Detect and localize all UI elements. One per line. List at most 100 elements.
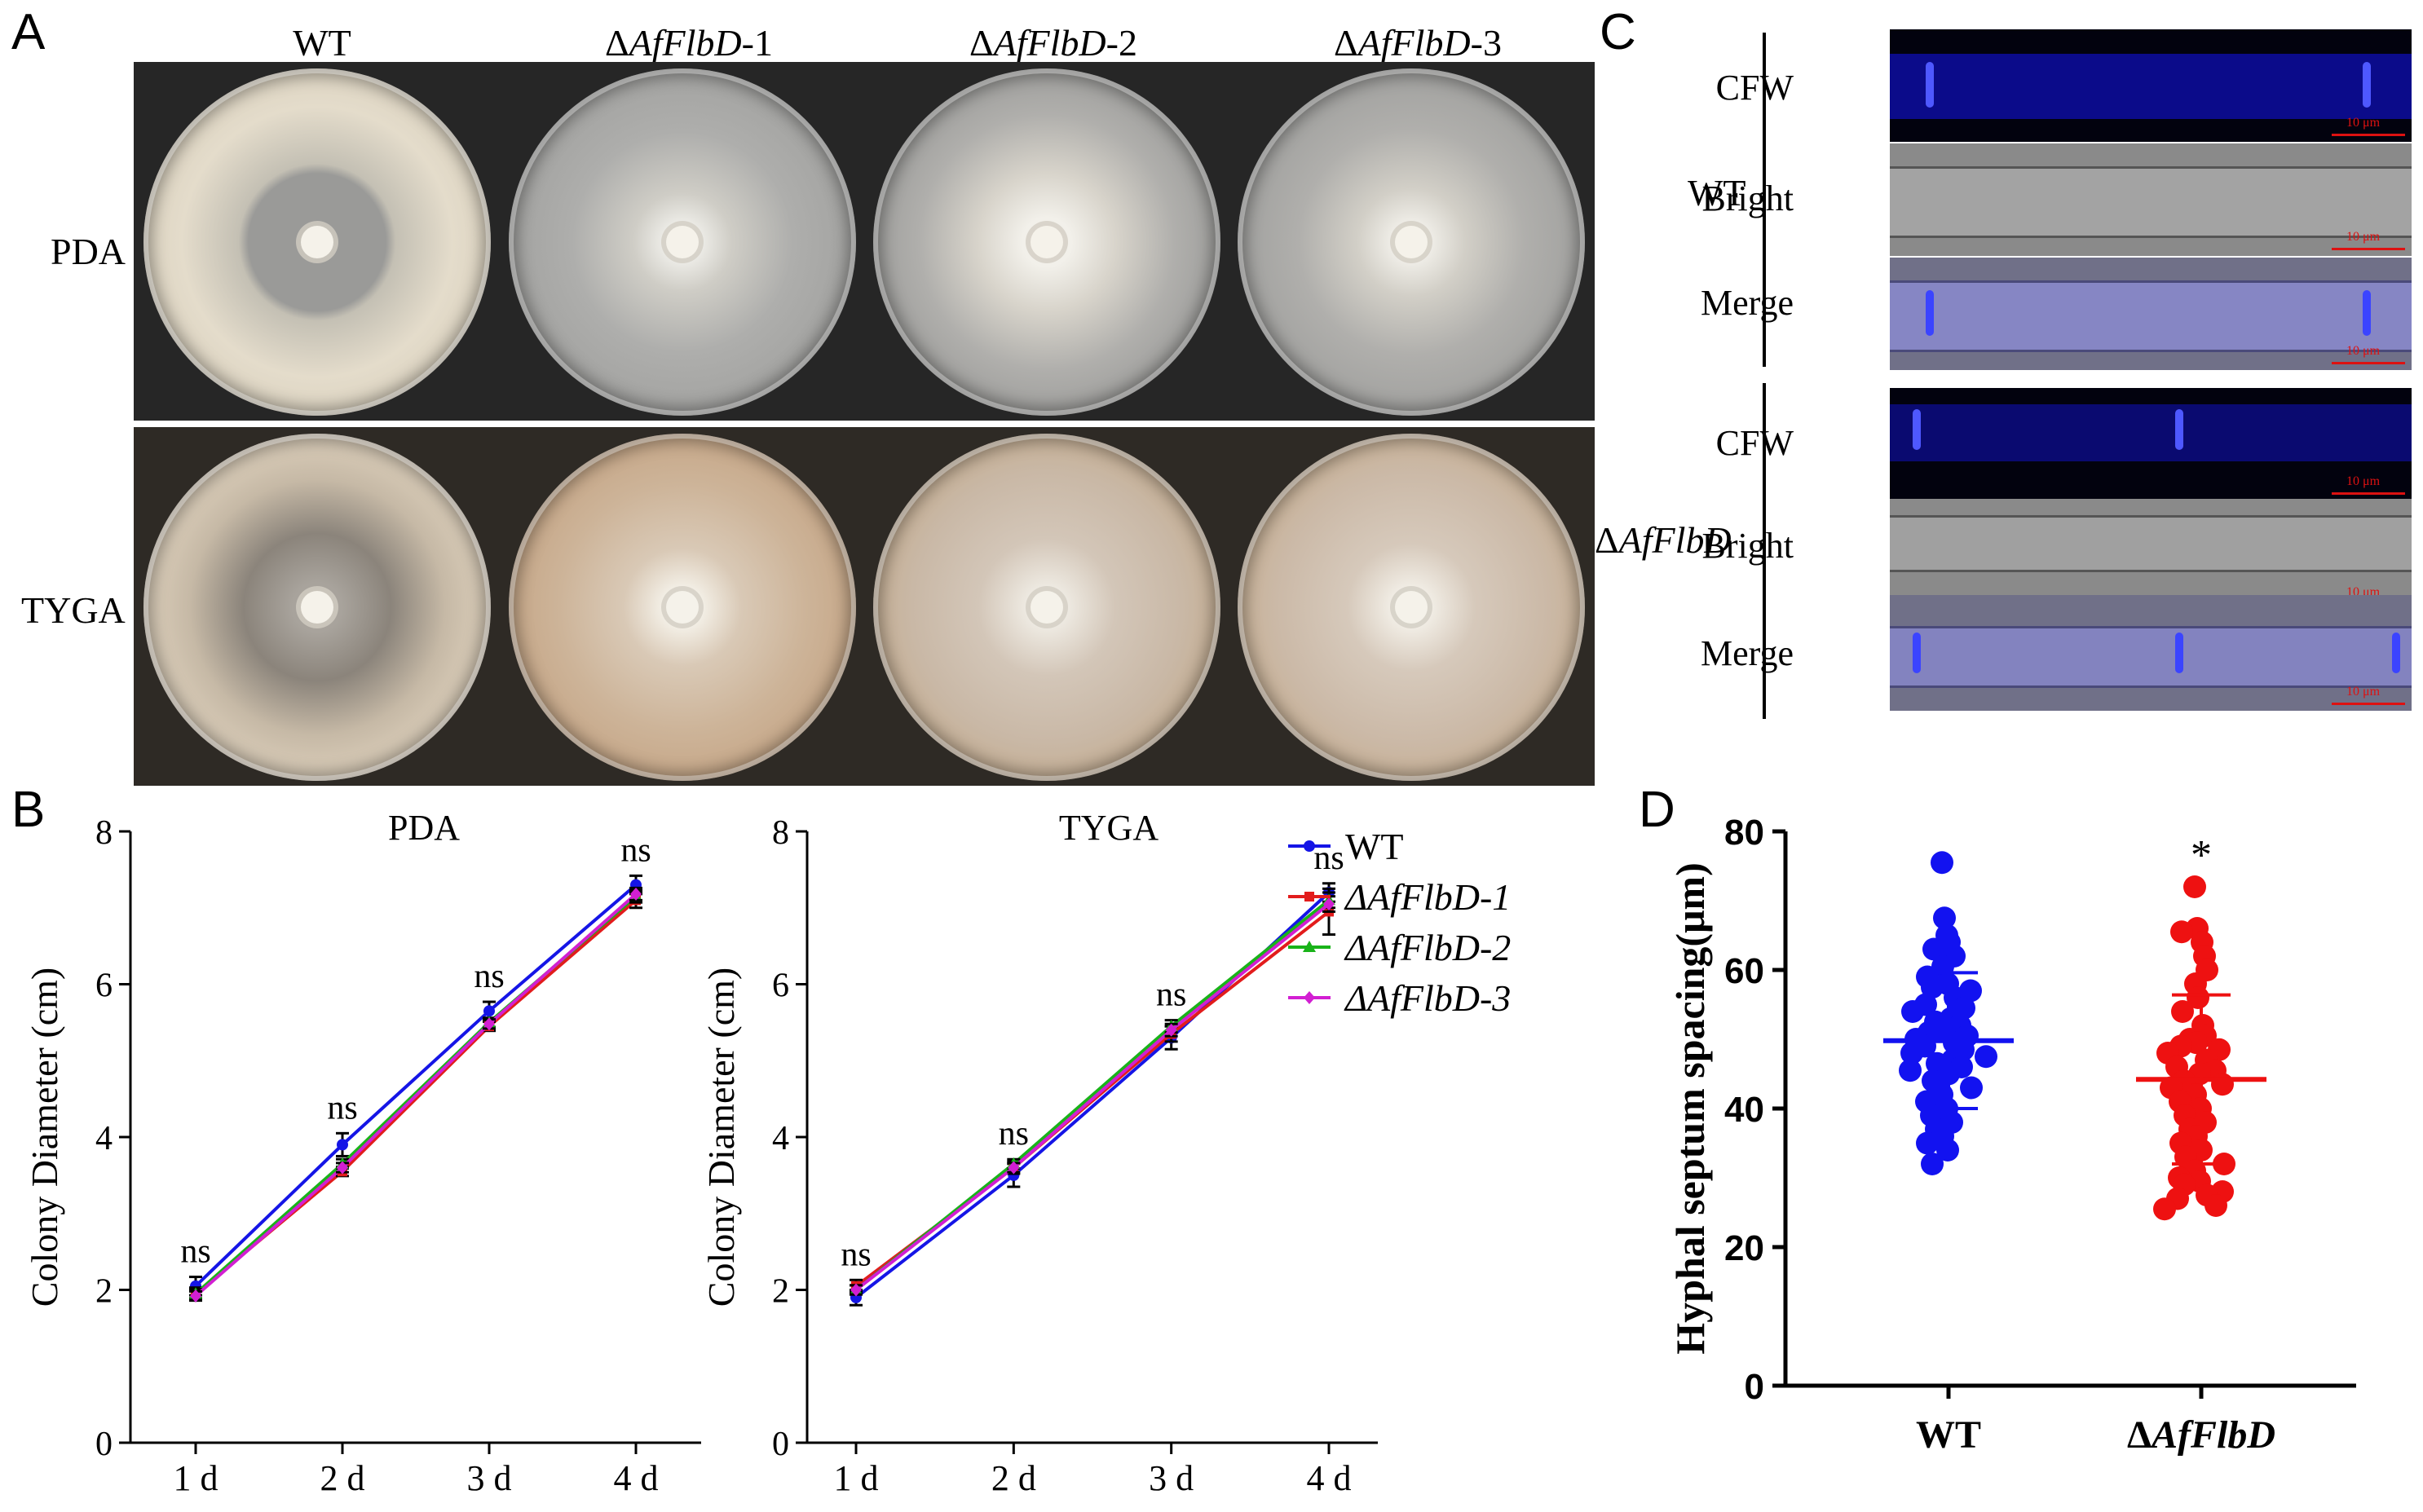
x-tick-label: 4 d: [614, 1458, 659, 1498]
plate-photo-pda-mutant-2: [863, 62, 1230, 421]
data-point: [1960, 1076, 1983, 1100]
legend-marker: [1304, 840, 1315, 852]
column-label-mutant-3: ΔAfFlbD-3: [1334, 22, 1502, 64]
chart-title: TYGA: [1059, 808, 1159, 848]
data-point: [1936, 1139, 1959, 1162]
panel-label-a: A: [11, 4, 46, 60]
column-label-mutant-1: ΔAfFlbD-1: [605, 22, 773, 64]
plate-photo-tyga-mutant-3: [1228, 427, 1595, 786]
y-tick-label: 20: [1724, 1228, 1764, 1268]
row-label-tyga: TYGA: [21, 589, 126, 631]
channel-label-cfw-mutant: CFW: [1715, 423, 1794, 463]
significance-label: ns: [474, 958, 504, 995]
significance-label: ns: [620, 831, 651, 869]
panel-label-c: C: [1600, 4, 1636, 60]
micrograph-merge-wt: 10 μm: [1890, 258, 2412, 370]
data-point: [1975, 1045, 1997, 1069]
data-point: [1323, 897, 1335, 911]
y-tick-label: 6: [95, 968, 113, 1005]
y-tick-label: 8: [95, 814, 113, 852]
significance-label: *: [2191, 832, 2212, 879]
significance-label: ns: [999, 1115, 1029, 1153]
plate-photo-pda-wt: [134, 62, 501, 421]
micrograph-cfw-wt: 10 μm: [1890, 29, 2412, 142]
series-line: [854, 898, 1331, 1292]
data-point: [850, 1283, 862, 1297]
column-label-mutant-2: ΔAfFlbD-2: [969, 22, 1137, 64]
data-point: [1921, 1153, 1944, 1175]
data-point: [1165, 1023, 1177, 1037]
significance-label: ns: [327, 1089, 357, 1126]
y-tick-label: 60: [1724, 951, 1764, 991]
y-axis-title: Hyphal septum spacing(μm): [1667, 862, 1713, 1354]
series-line: [194, 893, 638, 1298]
x-tick-label: 3 d: [467, 1458, 512, 1498]
y-tick-label: 80: [1724, 813, 1764, 853]
plate-photo-pda-mutant-3: [1228, 62, 1595, 421]
x-tick-label: 3 d: [1149, 1458, 1194, 1498]
x-tick-label-name: WT: [1916, 1413, 1981, 1457]
line-chart-tyga: 0 2 4 6 8 1 d 2 d 3 d 4 d Colony Diameter (cm) TYG…: [701, 808, 1511, 1498]
y-tick-label: 0: [772, 1426, 789, 1463]
micrograph-merge-mutant: 10 μm: [1890, 595, 2412, 711]
data-point: [1933, 906, 1956, 930]
data-point: [1008, 1161, 1020, 1175]
data-point: [2183, 875, 2206, 898]
data-point: [483, 1005, 495, 1017]
y-tick-label: 0: [1745, 1367, 1764, 1407]
y-tick-label: 2: [95, 1273, 113, 1311]
channel-label-merge-mutant: Merge: [1700, 633, 1794, 673]
plate-photo-tyga-wt: [134, 427, 501, 786]
legend-label: ΔAfFlbD-1: [1344, 876, 1511, 918]
data-point: [483, 1017, 495, 1031]
data-point: [2171, 1000, 2194, 1023]
panel-label-b: B: [11, 782, 46, 838]
series-line: [194, 884, 638, 1288]
legend-marker: [1304, 991, 1315, 1004]
row-label-pda: PDA: [51, 231, 126, 272]
channel-label-bright-wt: Bright: [1701, 179, 1794, 218]
x-tick-label-prefix: Δ: [2127, 1413, 2152, 1457]
x-tick-label: 4 d: [1307, 1458, 1352, 1498]
scatter-chart-septum-spacing: 0 20 40 60 80 Hyphal septum spacing(μm) WT ΔAfF…: [1667, 813, 2356, 1457]
data-point: [1899, 1059, 1922, 1082]
y-tick-label: 6: [772, 968, 789, 1005]
significance-label: ns: [1156, 976, 1186, 1014]
chart-title: PDA: [388, 808, 460, 848]
data-point: [337, 1139, 348, 1151]
x-tick-label: 2 d: [991, 1458, 1036, 1498]
data-point: [1901, 1000, 1924, 1023]
legend-label: WT: [1345, 826, 1404, 867]
data-point: [1916, 1131, 1939, 1155]
y-axis-title: Colony Diameter (cm): [24, 968, 65, 1307]
x-tick-label-name: AfFlbD: [2149, 1413, 2275, 1457]
legend-marker: [1304, 892, 1314, 901]
micrograph-bright-mutant: 10 μm: [1890, 499, 2412, 611]
plate-photo-pda-mutant-1: [499, 62, 866, 421]
channel-label-cfw-wt: CFW: [1715, 68, 1794, 108]
data-point: [190, 1289, 201, 1303]
data-point: [2211, 1073, 2234, 1096]
data-point: [1900, 1042, 1923, 1065]
data-point: [1921, 976, 1944, 999]
y-tick-label: 4: [95, 1120, 113, 1157]
column-label-wt: WT: [293, 22, 351, 64]
data-point: [2170, 920, 2193, 944]
y-tick-label: 0: [95, 1426, 113, 1463]
legend-marker: [1303, 941, 1316, 952]
strain-label-wt: WT: [1688, 172, 1746, 214]
micrograph-bright-wt: 10 μm: [1890, 143, 2412, 256]
y-tick-label: 40: [1724, 1090, 1764, 1130]
channel-label-merge-wt: Merge: [1700, 283, 1794, 323]
x-tick-label: 1 d: [174, 1458, 218, 1498]
bracket-line-mutant: [1763, 383, 1766, 719]
line-chart-pda: 0 2 4 6 8 1 d 2 d 3 d 4 d Colony Diameter (cm) PDA…: [24, 808, 701, 1498]
x-tick-label: ΔAfFlbD: [2127, 1413, 2275, 1457]
x-tick-label: WT: [1916, 1413, 1981, 1457]
x-tick-label: 1 d: [834, 1458, 879, 1498]
strain-label-mutant: ΔAfFlbD: [1595, 519, 1732, 561]
panel-label-d: D: [1639, 782, 1675, 838]
y-tick-label: 8: [772, 814, 789, 852]
plate-photo-tyga-mutant-2: [863, 427, 1230, 786]
data-point: [1922, 937, 1945, 961]
